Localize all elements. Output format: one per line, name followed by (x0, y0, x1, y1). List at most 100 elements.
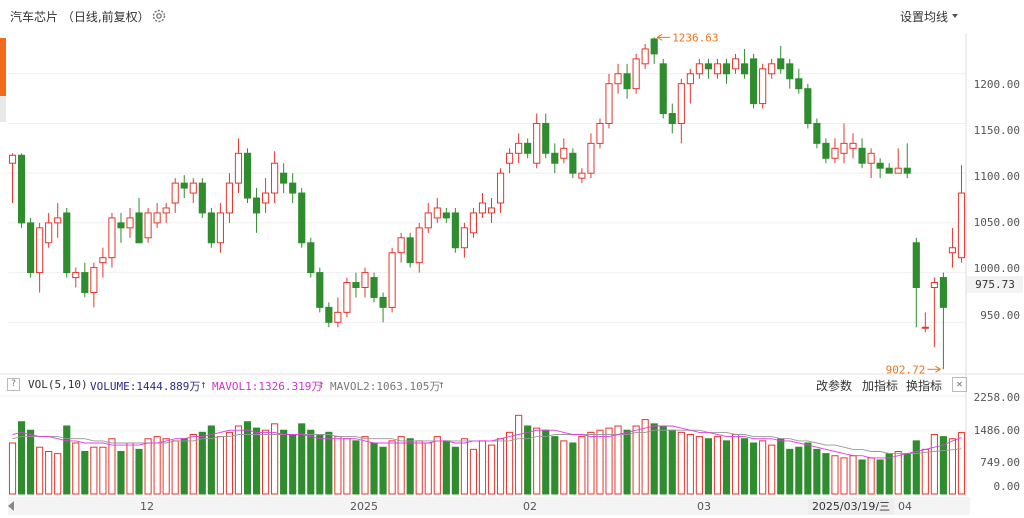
current-date-label: 2025/03/19/三 (808, 499, 894, 515)
candle-body (912, 242, 920, 289)
high-annotation-arrow (656, 33, 663, 41)
volume-bar (722, 440, 731, 495)
volume-bar (487, 444, 496, 495)
volume-bar (659, 425, 667, 495)
candle-body (551, 152, 559, 164)
volume-bar (822, 453, 830, 495)
candle-body (243, 152, 252, 199)
volume-bar (252, 427, 261, 495)
candle-body (81, 272, 89, 293)
volume-bar (262, 429, 270, 495)
candle-body (388, 252, 396, 308)
candle-body (216, 212, 224, 244)
question-icon[interactable]: ? (7, 378, 20, 391)
candle-body (587, 142, 595, 174)
candle-body (605, 83, 613, 124)
volume-bar (957, 432, 966, 495)
candle-body (578, 172, 586, 179)
candle-body (939, 277, 947, 308)
candle-body (858, 147, 866, 164)
volume-bar (876, 459, 884, 495)
horizontal-scrollbar[interactable] (8, 497, 970, 515)
chart-header: 汽车芯片 （日线,前复权） 设置均线 (0, 0, 1024, 34)
volume-bar (379, 446, 387, 495)
candle-body (632, 58, 640, 90)
volume-bar (325, 431, 333, 495)
switch-indicator-button[interactable]: 换指标 (906, 379, 943, 393)
candle-body (469, 212, 478, 234)
chevron-left-icon[interactable] (8, 501, 14, 511)
volume-bar (731, 433, 740, 495)
candle-body (99, 257, 107, 264)
candle-body (198, 182, 206, 214)
volume-bar (171, 440, 179, 495)
candle-body (759, 68, 767, 105)
candle-body (45, 222, 53, 244)
volume-bar (361, 436, 369, 495)
volume-bar (885, 453, 893, 495)
volume-bar (695, 436, 703, 495)
volume-bar (225, 431, 233, 495)
candle-body (569, 152, 577, 174)
set-ma-button[interactable]: 设置均线 (899, 10, 948, 24)
candle-body (117, 222, 125, 229)
candle-body (27, 222, 35, 274)
candle-body (280, 172, 288, 184)
date-axis-label: 12 (140, 500, 154, 513)
volume-bar (54, 453, 62, 495)
candle-body (262, 192, 270, 204)
volume-bar (117, 450, 125, 495)
volume-bar (343, 438, 351, 495)
left-tab-active[interactable] (0, 38, 6, 96)
candle-body (442, 212, 450, 219)
volume-bar (451, 446, 459, 495)
volume-bar (99, 446, 107, 495)
volume-bar (27, 429, 35, 495)
candle-body (695, 63, 703, 75)
candle-body (370, 277, 378, 298)
volume-bar (713, 436, 722, 495)
up-arrow-icon: ↑ (438, 378, 445, 391)
volume-bar (867, 457, 875, 495)
candle-body (207, 212, 215, 244)
chevron-down-icon[interactable] (952, 14, 958, 18)
volume-bar (72, 442, 80, 495)
candle-body (343, 282, 351, 313)
candle-body (786, 63, 794, 80)
volume-bar (370, 442, 378, 495)
candle-body (948, 247, 957, 254)
volume-bar (298, 423, 306, 495)
close-icon[interactable]: ✕ (952, 377, 967, 392)
date-axis-label: 02 (523, 500, 537, 513)
candle-body (686, 73, 694, 85)
volume-bar (939, 436, 947, 495)
volume-bar (271, 423, 279, 495)
candle-body (650, 38, 658, 55)
change-params-button[interactable]: 改参数 (816, 379, 853, 393)
mavol2-value: MAVOL2:1063.105万 (330, 380, 441, 393)
volume-bar (81, 450, 89, 495)
candle-body (641, 48, 649, 65)
candle-body (614, 73, 622, 85)
volume-bar (650, 423, 658, 495)
volume-bar (542, 429, 550, 495)
volume-bar (433, 436, 441, 495)
candle-body (957, 192, 966, 259)
candle-body (460, 227, 468, 249)
candle-body (876, 162, 884, 169)
volume-bar (912, 440, 920, 495)
up-arrow-icon: ↑ (200, 378, 207, 391)
price-axis-label: 1200.00 (973, 78, 1020, 91)
candle-body (17, 154, 26, 224)
volume-bar (704, 438, 712, 495)
candle-body (885, 167, 893, 174)
add-indicator-button[interactable]: 加指标 (862, 379, 899, 393)
volume-bar (8, 442, 17, 495)
candle-body (867, 152, 875, 164)
left-tab[interactable] (0, 96, 6, 122)
volume-bar (280, 429, 288, 495)
candle-body (361, 272, 369, 288)
volume-bar (307, 429, 315, 495)
gear-icon[interactable] (152, 9, 166, 23)
